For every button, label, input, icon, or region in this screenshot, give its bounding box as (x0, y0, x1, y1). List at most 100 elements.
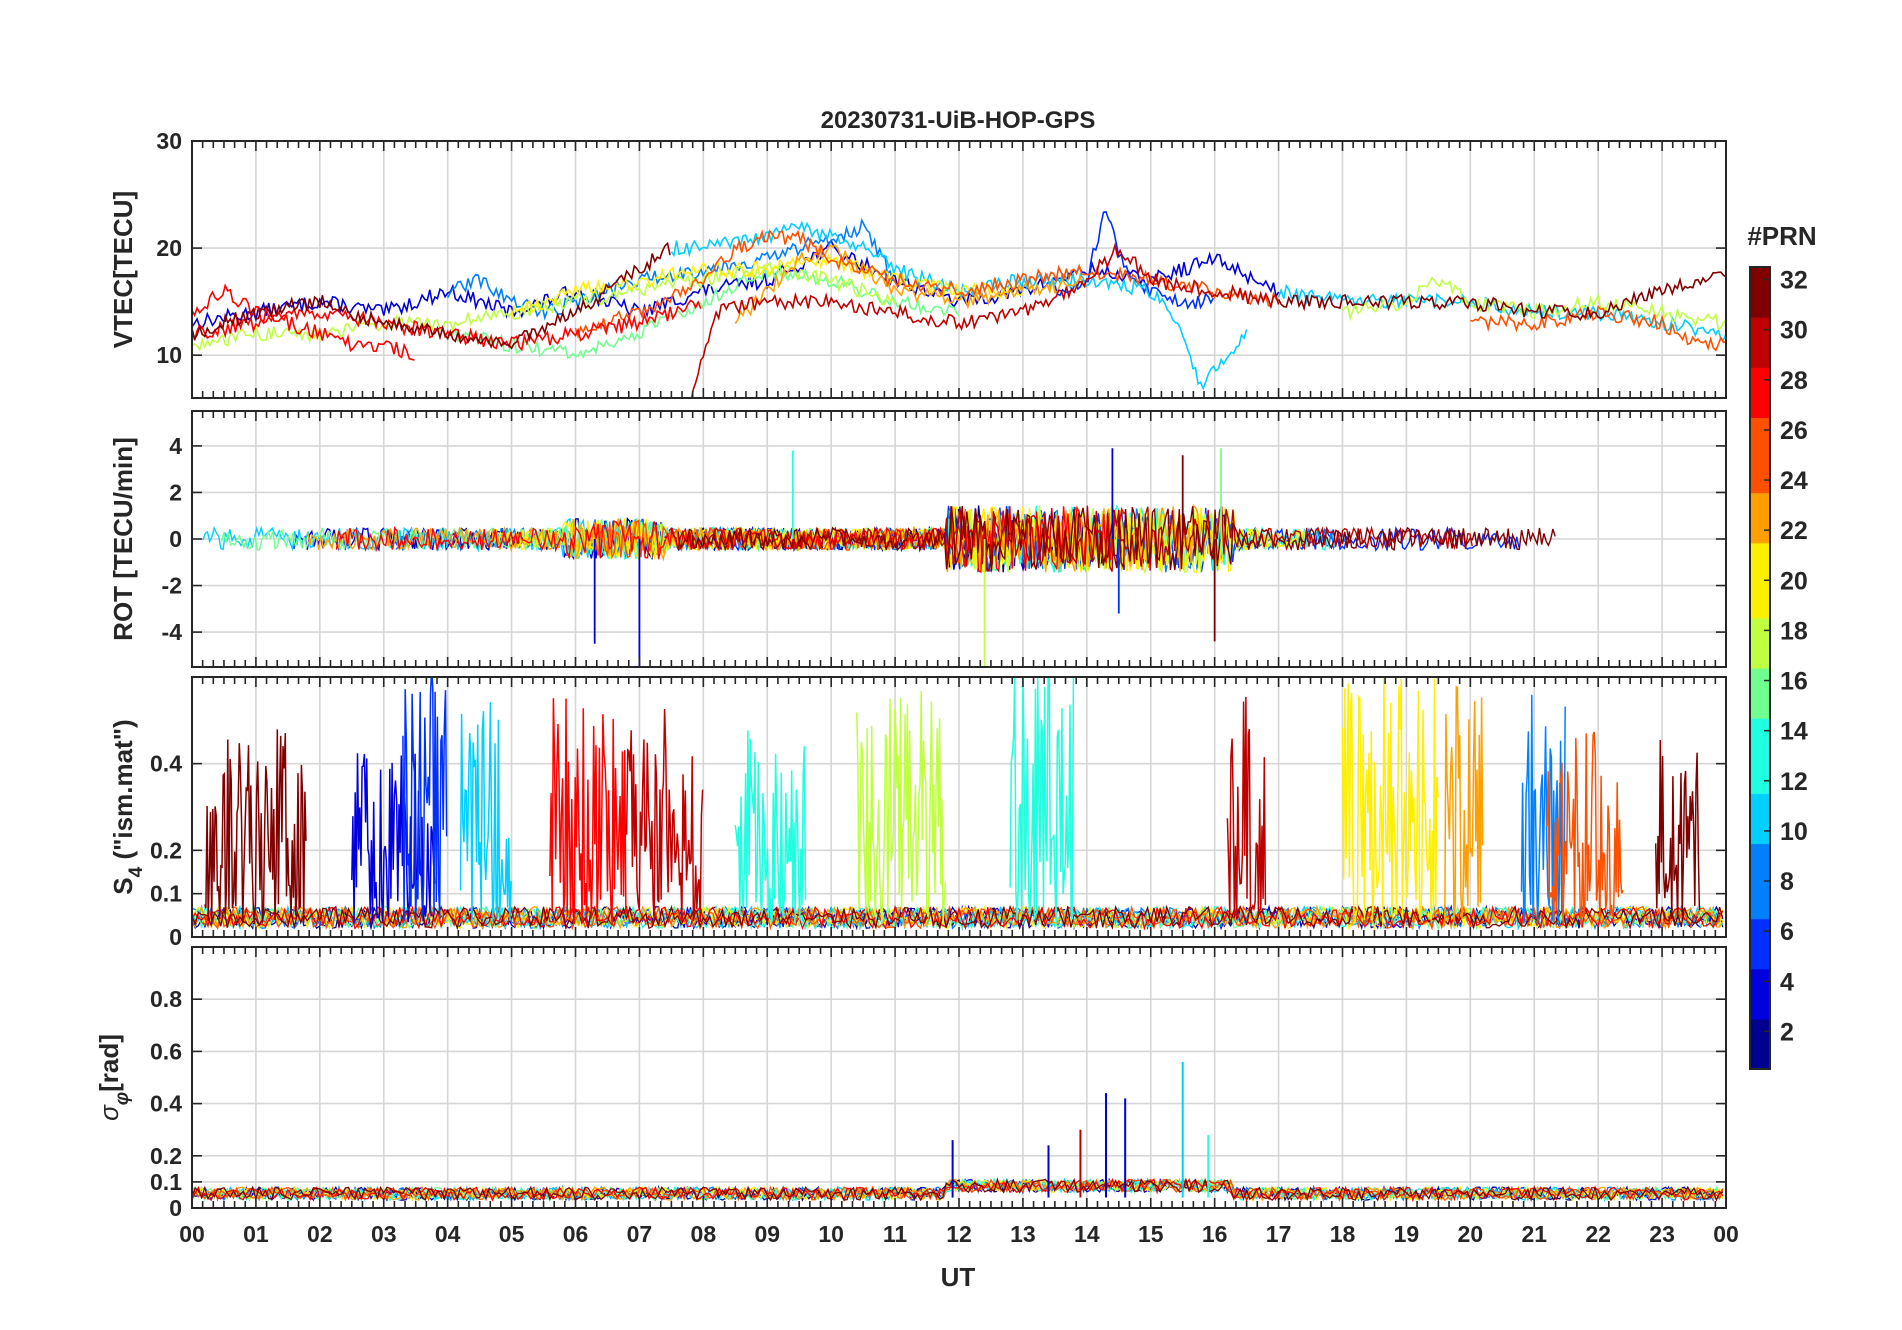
x-tick-label: 15 (1138, 1221, 1164, 1247)
colorbar-swatch (1750, 417, 1770, 444)
y-tick-label: 0.1 (150, 881, 182, 907)
prn-track-31 (677, 505, 1556, 572)
y-tick-label: 0.4 (150, 1091, 182, 1117)
s4-burst (1654, 739, 1701, 920)
y-tick-label: 0 (169, 526, 182, 552)
s4-burst (1226, 696, 1267, 920)
colorbar-swatch (1750, 818, 1770, 845)
x-tick-label: 22 (1585, 1221, 1611, 1247)
colorbar-swatch (1750, 943, 1770, 970)
series-group (202, 448, 1556, 667)
x-tick-label: 18 (1330, 1221, 1356, 1247)
colorbar-swatch (1750, 1018, 1770, 1045)
y-tick-label: 0.2 (150, 837, 182, 863)
colorbar-tick-label: 2 (1780, 1018, 1794, 1046)
x-tick-label: 00 (1713, 1221, 1739, 1247)
colorbar-tick-label: 28 (1780, 367, 1808, 395)
colorbar-swatch (1750, 893, 1770, 920)
x-tick-label: 14 (1074, 1221, 1100, 1247)
colorbar-swatch (1750, 868, 1770, 895)
prn-track-31 (192, 1177, 1724, 1203)
colorbar-swatch (1750, 642, 1770, 669)
colorbar-tick-label: 14 (1780, 718, 1808, 746)
x-tick-label: 13 (1010, 1221, 1036, 1247)
panel-s4: 0 0.1 0.2 0.4S4 ("ism.mat") (108, 676, 1727, 950)
s4-burst (855, 690, 947, 924)
prn-track-20 (510, 253, 1024, 319)
x-tick-label: 06 (563, 1221, 589, 1247)
prn-track-25 (593, 506, 967, 565)
y-tick-label: 0.6 (150, 1038, 182, 1064)
x-tick-label: 16 (1202, 1221, 1228, 1247)
y-axis-label: ROT [TECU/min] (108, 437, 138, 641)
panel-sigma_phi: 00.10.2 0.4 0.6 0.8 σφ[rad] (94, 946, 1727, 1221)
x-tick-label: 17 (1266, 1221, 1292, 1247)
colorbar-swatch (1750, 342, 1770, 368)
colorbar-swatch (1750, 617, 1770, 644)
colorbar-tick-label: 22 (1780, 517, 1808, 545)
colorbar-swatch (1750, 592, 1770, 619)
colorbar-tick-label: 26 (1780, 417, 1808, 445)
colorbar-swatch (1750, 292, 1770, 318)
prn-track-27 (192, 283, 415, 362)
series-group (192, 210, 1726, 398)
y-tick-label: 30 (156, 128, 182, 154)
y-tick-label: 0.1 (150, 1169, 182, 1195)
prn-track-31 (192, 241, 671, 350)
colorbar-swatch (1750, 793, 1770, 819)
s4-burst (625, 708, 704, 923)
x-tick-label: 11 (883, 1221, 908, 1247)
colorbar-tick-label: 12 (1780, 768, 1808, 796)
y-tick-label: 0.4 (150, 751, 182, 777)
colorbar-tick-label: 20 (1780, 567, 1808, 595)
colorbar-tick-label: 24 (1780, 467, 1808, 495)
x-tick-label: 07 (627, 1221, 653, 1247)
prn-track-24 (1470, 305, 1726, 352)
s4-burst (204, 729, 307, 925)
prn-track-32 (1277, 271, 1726, 322)
y-axis-label: S4 ("ism.mat") (108, 719, 147, 894)
colorbar-swatch (1750, 492, 1770, 519)
prn-track-15 (446, 263, 960, 360)
y-tick-label: 2 (169, 479, 182, 505)
x-tick-label: 03 (371, 1221, 397, 1247)
x-tick-label: 05 (499, 1221, 525, 1247)
colorbar-tick-label: 30 (1780, 317, 1808, 345)
colorbar-swatch (1750, 517, 1770, 544)
colorbar-swatch (1750, 1043, 1770, 1070)
s4-burst (402, 677, 448, 921)
s4-burst (734, 730, 807, 924)
s4-burst (1009, 677, 1075, 924)
prn-track-3 (192, 239, 1280, 330)
figure-title: 20230731-UiB-HOP-GPS (821, 107, 1096, 134)
colorbar-swatch (1750, 768, 1770, 794)
colorbar-swatch (1750, 542, 1770, 569)
colorbar-swatch (1750, 267, 1770, 293)
colorbar-tick-label: 6 (1780, 918, 1794, 946)
colorbar-title: #PRN (1747, 221, 1816, 251)
s4-burst (1520, 694, 1566, 924)
colorbar-tick-label: 16 (1780, 668, 1808, 696)
prn-track-18 (1341, 276, 1726, 331)
y-tick-label: 0 (169, 924, 182, 950)
y-tick-label: -4 (162, 619, 183, 645)
x-tick-label: 00 (179, 1221, 205, 1247)
prn-track-28 (192, 299, 702, 352)
colorbar-swatch (1750, 693, 1770, 719)
colorbar-swatch (1750, 743, 1770, 769)
series-group (192, 677, 1724, 931)
x-tick-label: 08 (691, 1221, 717, 1247)
colorbar-tick-label: 8 (1780, 868, 1794, 896)
panel-vtec: 10 20 30 VTEC[TECU] (108, 128, 1727, 399)
prn-track-30 (690, 242, 1280, 398)
y-axis-label: σφ[rad] (94, 1034, 133, 1121)
y-tick-label: 0 (169, 1195, 182, 1221)
colorbar-swatch (1750, 918, 1770, 945)
colorbar-tick-label: 4 (1780, 968, 1794, 996)
panel-rot: -4 -2 0 2 4 ROT [TECU/min] (108, 410, 1727, 668)
s4-burst (549, 698, 627, 925)
prn-track-26 (574, 229, 1280, 340)
colorbar-swatch (1750, 317, 1770, 343)
colorbar-box (1749, 266, 1771, 1070)
